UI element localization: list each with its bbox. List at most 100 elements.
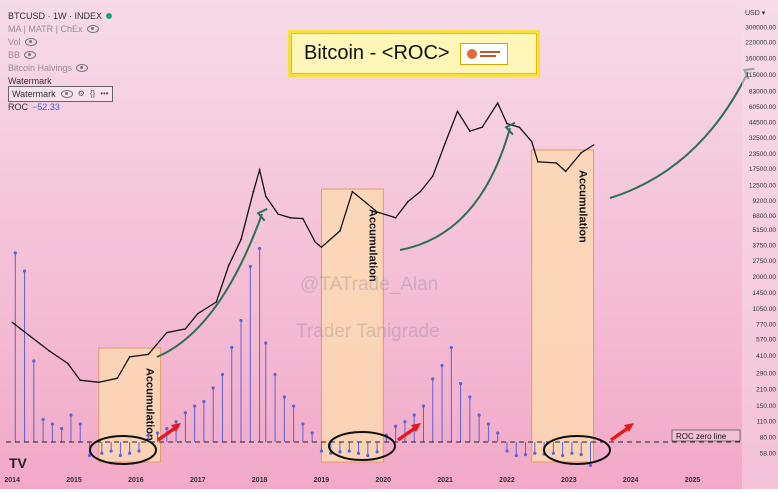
y-tick-label: 6800.00	[753, 213, 777, 220]
price-point	[302, 217, 304, 220]
eye-icon[interactable]	[86, 24, 99, 33]
roc-point	[579, 453, 583, 457]
price-axis-bg	[742, 0, 778, 489]
roc-point	[211, 386, 215, 390]
price-point	[116, 377, 119, 380]
price-point	[592, 144, 595, 146]
eye-icon[interactable]	[24, 50, 37, 59]
indicator-row-bb[interactable]: BB	[8, 48, 113, 61]
y-tick-label: 23500.00	[749, 151, 776, 158]
price-point	[258, 169, 261, 171]
tradingview-logo-icon[interactable]: TV	[9, 455, 27, 471]
roc-point	[394, 424, 398, 428]
roc-point	[174, 420, 178, 424]
brand-logo-icon	[459, 42, 508, 65]
roc-point	[523, 453, 528, 457]
settings-icon[interactable]: ⚙	[77, 88, 85, 98]
x-tick-label: 2024	[623, 477, 639, 484]
indicator-legend: BTCUSD · 1W · INDEX MA | MATR | ChEx Vol…	[8, 9, 113, 113]
price-point	[252, 190, 255, 193]
price-point	[166, 331, 168, 334]
price-point	[11, 321, 13, 324]
y-tick-label: 44500.00	[749, 119, 776, 126]
price-point	[29, 335, 32, 338]
price-point	[339, 230, 341, 232]
price-point	[97, 381, 100, 384]
projection-curve	[609, 71, 749, 199]
currency-label: USD ▾	[745, 10, 766, 17]
price-point	[419, 190, 422, 193]
y-tick-label: 1450.00	[753, 290, 777, 297]
red-arrow-head	[411, 423, 421, 432]
eye-icon[interactable]	[24, 37, 37, 46]
chart-title: Bitcoin - <ROC>	[304, 42, 450, 64]
roc-point	[60, 426, 64, 431]
roc-point	[570, 451, 574, 455]
arrowhead-icon	[504, 121, 516, 136]
indicator-row-halvings[interactable]: Bitcoin Halvings	[8, 61, 113, 74]
projection-curve	[399, 127, 511, 251]
accumulation-zone	[320, 188, 384, 463]
y-tick-label: 9200.00	[753, 198, 777, 205]
indicator-label: Bitcoin Halvings	[8, 62, 73, 73]
indicator-row-vol[interactable]: Vol	[8, 35, 113, 48]
y-tick-label: 150.00	[756, 403, 776, 410]
symbol-label[interactable]: BTCUSD · 1W · INDEX	[8, 10, 103, 21]
indicator-row-watermark[interactable]: Watermark	[8, 74, 113, 87]
more-icon[interactable]: •••	[100, 88, 109, 98]
indicator-row-ma[interactable]: MA | MATR | ChEx	[8, 22, 113, 35]
price-point	[351, 190, 354, 193]
roc-point	[514, 453, 518, 458]
y-tick-label: 770.00	[756, 322, 776, 329]
y-tick-label: 58.00	[760, 451, 777, 458]
source-code-icon[interactable]: {}	[89, 88, 96, 98]
price-point	[444, 142, 446, 145]
price-point	[580, 151, 582, 154]
y-tick-label: 80.00	[760, 435, 777, 442]
logo-mark-icon	[466, 48, 500, 59]
roc-point	[100, 451, 104, 455]
price-point	[506, 122, 508, 125]
symbol-row[interactable]: BTCUSD · 1W · INDEX	[8, 9, 113, 22]
arrowhead-icon	[256, 208, 268, 222]
roc-value: −52.33	[32, 101, 60, 112]
roc-point	[366, 453, 370, 458]
x-tick-label: 2025	[685, 477, 701, 484]
red-arrow-head	[171, 423, 181, 432]
roc-point	[477, 413, 481, 417]
y-tick-label: 110.00	[757, 419, 777, 426]
indicator-row-watermark-selected[interactable]: Watermark ⚙ {} •••	[8, 85, 113, 102]
eye-icon[interactable]	[76, 63, 89, 72]
indicator-row-roc[interactable]: ROC −52.33	[8, 100, 113, 113]
x-tick-label: 2014	[4, 477, 20, 484]
roc-point	[291, 404, 296, 408]
y-tick-label: 60500.00	[749, 104, 776, 111]
roc-point	[486, 422, 491, 426]
roc-point	[264, 341, 268, 345]
price-point	[128, 356, 131, 358]
roc-point	[202, 399, 206, 404]
roc-point	[468, 395, 472, 399]
roc-point	[22, 269, 27, 273]
roc-point	[69, 413, 73, 417]
roc-zero-label-box	[671, 429, 741, 442]
roc-point	[183, 411, 187, 415]
y-tick-label: 290.00	[756, 370, 776, 377]
y-tick-label: 83000.00	[749, 88, 776, 95]
roc-point	[319, 449, 324, 453]
price-point	[320, 246, 323, 249]
negative-roc-ellipse	[328, 431, 396, 461]
indicator-label: Vol	[8, 36, 21, 47]
y-tick-label: 2750.00	[753, 258, 777, 265]
roc-point	[248, 264, 252, 269]
y-tick-label: 1050.00	[753, 306, 777, 313]
eye-icon[interactable]	[60, 89, 73, 98]
y-tick-label: 210.00	[756, 386, 776, 393]
x-tick-label: 2021	[437, 477, 453, 484]
roc-point	[155, 431, 160, 435]
watermark-toolbar[interactable]: Watermark ⚙ {} •••	[8, 85, 113, 102]
price-point	[363, 200, 366, 203]
accumulation-zone	[531, 149, 595, 463]
